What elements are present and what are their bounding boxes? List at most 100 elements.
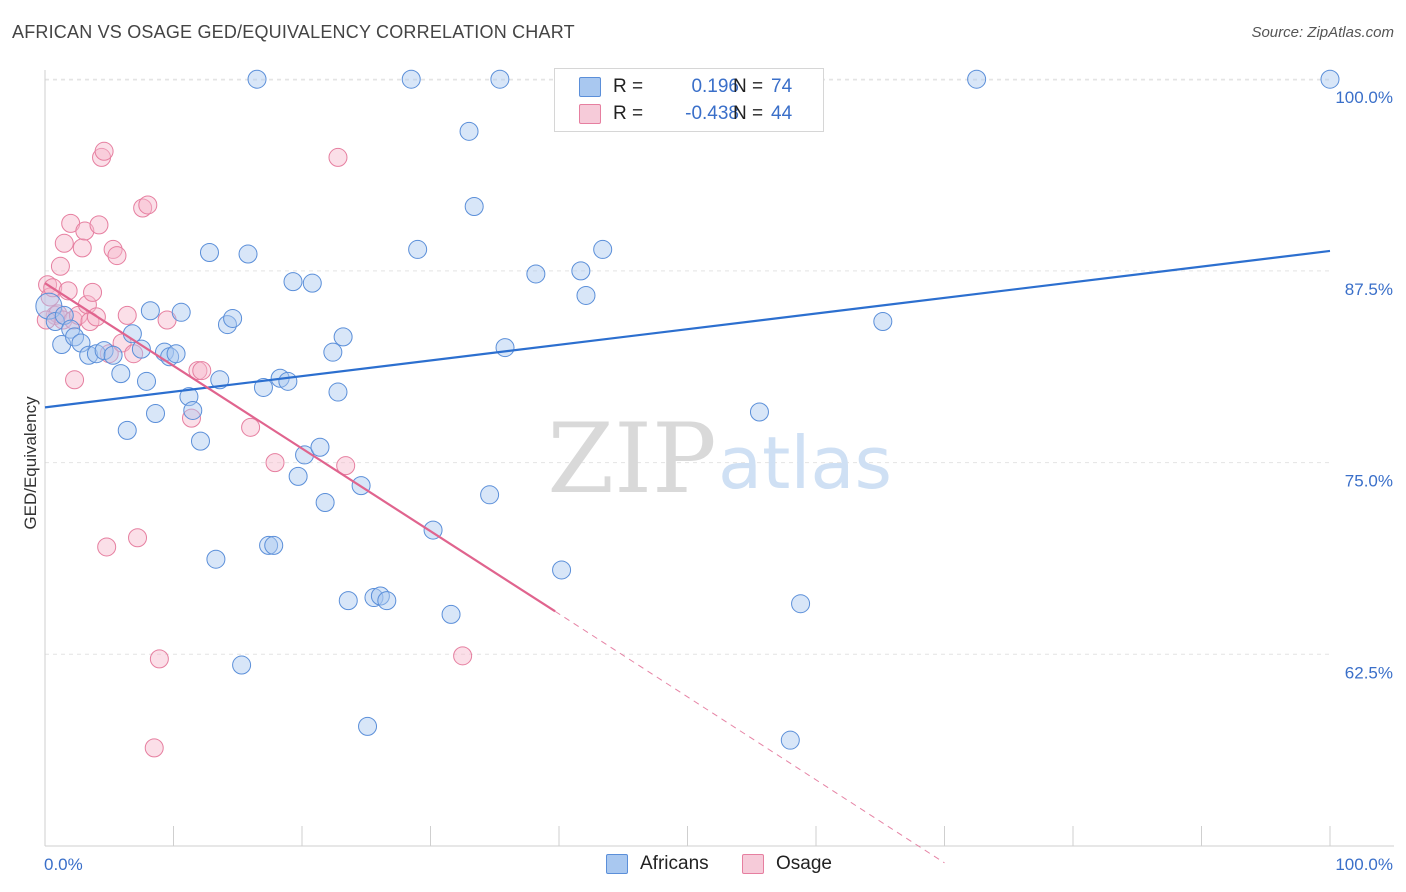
osage-point <box>241 417 261 437</box>
africans-point <box>873 312 893 332</box>
africans-point <box>1320 69 1340 89</box>
africans-point <box>190 431 210 451</box>
africans-point <box>408 239 428 259</box>
osage-point <box>40 287 60 307</box>
osage-point <box>144 738 164 758</box>
trend-lines <box>44 249 1331 864</box>
osage-point <box>107 246 127 266</box>
osage-points <box>36 141 473 758</box>
africans-point <box>288 466 308 486</box>
osage-point <box>65 370 85 390</box>
y-tick-label: 87.5% <box>1345 280 1393 299</box>
africans-point <box>358 716 378 736</box>
africans-points <box>35 69 1340 750</box>
osage-point <box>72 238 92 258</box>
osage-swatch <box>579 104 601 124</box>
africans-point <box>253 377 273 397</box>
osage-point <box>336 456 356 476</box>
africans-point <box>338 591 358 611</box>
r-value: 0.196 <box>691 76 739 97</box>
africans-point <box>206 549 226 569</box>
y-tick-label: 62.5% <box>1345 663 1393 682</box>
africans-point <box>364 588 384 608</box>
r-value: -0.438 <box>685 103 739 124</box>
africans-point <box>223 308 243 328</box>
watermark: ZIP atlas <box>547 403 892 515</box>
africans-point <box>490 69 510 89</box>
africans-point <box>593 239 613 259</box>
africans-point <box>111 364 131 384</box>
africans-point <box>238 244 258 264</box>
africans-point <box>967 69 987 89</box>
africans-point <box>310 437 330 457</box>
africans-point <box>576 285 596 305</box>
africans-point <box>315 492 335 512</box>
africans-point <box>232 655 252 675</box>
africans-point <box>328 382 348 402</box>
africans-swatch <box>606 854 628 874</box>
africans-point <box>459 121 479 141</box>
osage-trend-extension <box>554 610 945 864</box>
legend-label: Osage <box>776 853 832 874</box>
chart-title: AFRICAN VS OSAGE GED/EQUIVALENCY CORRELA… <box>12 22 575 42</box>
osage-swatch <box>742 854 764 874</box>
series-legend: Africans Osage <box>0 852 1406 878</box>
africans-point <box>441 604 461 624</box>
r-label: R = <box>613 103 644 124</box>
africans-point <box>526 264 546 284</box>
osage-point <box>94 141 114 161</box>
osage-point <box>97 537 117 557</box>
africans-point <box>210 370 230 390</box>
africans-point <box>302 273 322 293</box>
africans-point <box>278 371 298 391</box>
africans-point <box>217 315 237 335</box>
y-axis-label: GED/Equivalency <box>21 396 40 530</box>
osage-point <box>138 195 158 215</box>
osage-point <box>149 649 169 669</box>
africans-point <box>183 400 203 420</box>
osage-point <box>75 221 95 241</box>
africans-point <box>166 344 186 364</box>
africans-point <box>401 69 421 89</box>
osage-point <box>103 239 123 259</box>
africans-point <box>171 302 191 322</box>
africans-point <box>749 402 769 422</box>
africans-point <box>283 272 303 292</box>
osage-point <box>117 305 137 325</box>
osage-point <box>181 408 201 428</box>
africans-point <box>117 420 137 440</box>
osage-point <box>133 198 153 218</box>
grid <box>45 78 1330 655</box>
africans-point <box>79 345 99 365</box>
watermark-atlas: atlas <box>718 421 892 505</box>
source-credit: Source: ZipAtlas.com <box>1251 24 1394 41</box>
africans-point <box>495 338 515 358</box>
tick-labels: 100.0% 87.5% 75.0% 62.5% 0.0% 100.0% <box>44 88 1393 874</box>
osage-point <box>265 453 285 473</box>
osage-point <box>128 528 148 548</box>
africans-point <box>791 594 811 614</box>
n-label: N = <box>733 103 764 124</box>
africans-swatch <box>579 77 601 97</box>
n-value: 74 <box>771 76 793 97</box>
africans-point <box>780 730 800 750</box>
y-tick-label: 75.0% <box>1345 472 1393 491</box>
osage-point <box>328 147 348 167</box>
africans-trend-line <box>44 249 1331 409</box>
osage-point <box>83 282 103 302</box>
africans-point <box>552 560 572 580</box>
osage-point <box>54 233 74 253</box>
africans-point <box>247 69 267 89</box>
x-tick-label-left: 0.0% <box>44 855 83 874</box>
africans-point <box>480 485 500 505</box>
africans-point <box>264 535 284 555</box>
axes <box>44 70 1394 847</box>
africans-point <box>86 344 106 364</box>
africans-point <box>199 242 219 262</box>
osage-trend-line <box>44 282 556 613</box>
n-label: N = <box>733 76 764 97</box>
africans-point <box>71 333 91 353</box>
africans-point <box>259 535 279 555</box>
africans-point <box>571 261 591 281</box>
